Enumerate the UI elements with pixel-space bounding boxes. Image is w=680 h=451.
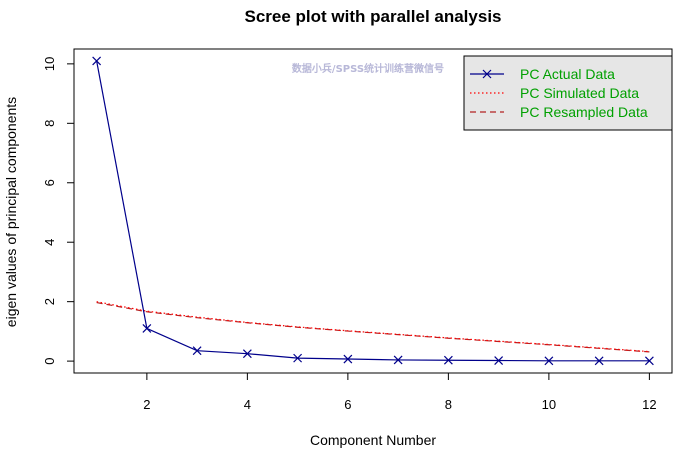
legend-entry-label: PC Resampled Data bbox=[520, 104, 648, 120]
data-point-marker bbox=[293, 353, 303, 363]
x-tick-label: 12 bbox=[642, 397, 656, 412]
legend-marker bbox=[482, 69, 492, 79]
axes: 2 4 6 8 10 12 0 2 4 6 8 10 bbox=[42, 57, 657, 412]
legend: PC Actual Data PC Simulated Data PC Resamp… bbox=[463, 55, 673, 131]
y-tick-label: 0 bbox=[42, 357, 57, 364]
x-tick-label: 2 bbox=[143, 397, 150, 412]
data-point-marker bbox=[544, 356, 554, 366]
data-point-marker bbox=[92, 56, 102, 66]
y-tick-label: 10 bbox=[42, 57, 57, 71]
x-tick-label: 4 bbox=[244, 397, 251, 412]
data-point-marker bbox=[494, 356, 504, 365]
legend-entry-label: PC Actual Data bbox=[520, 66, 615, 82]
x-tick-label: 6 bbox=[344, 397, 351, 412]
series-line bbox=[96, 301, 650, 353]
data-point-marker bbox=[644, 356, 654, 366]
data-point-marker bbox=[192, 346, 202, 356]
data-point-marker bbox=[393, 355, 403, 365]
x-tick-label: 8 bbox=[445, 397, 452, 412]
series-line bbox=[96, 60, 650, 362]
data-point-marker bbox=[594, 356, 604, 366]
chart-title: Scree plot with parallel analysis bbox=[245, 7, 502, 26]
data-point-marker bbox=[443, 355, 453, 365]
data-point-marker bbox=[343, 354, 353, 364]
x-tick-label: 10 bbox=[542, 397, 556, 412]
watermark-text: 数据小兵/SPSS统计训练营微信号 bbox=[292, 62, 444, 75]
series-line bbox=[96, 301, 650, 353]
plot-area-frame bbox=[73, 48, 673, 374]
x-axis-label: Component Number bbox=[310, 432, 436, 448]
data-point-marker bbox=[142, 323, 152, 333]
data-point-marker bbox=[242, 349, 252, 359]
y-tick-label: 8 bbox=[42, 120, 57, 127]
y-axis-label: eigen values of principal components bbox=[3, 97, 19, 327]
y-tick-label: 2 bbox=[42, 298, 57, 305]
legend-entry-label: PC Simulated Data bbox=[520, 85, 639, 101]
y-tick-label: 6 bbox=[42, 179, 57, 186]
series-layer bbox=[92, 56, 654, 366]
y-tick-label: 4 bbox=[42, 239, 57, 246]
